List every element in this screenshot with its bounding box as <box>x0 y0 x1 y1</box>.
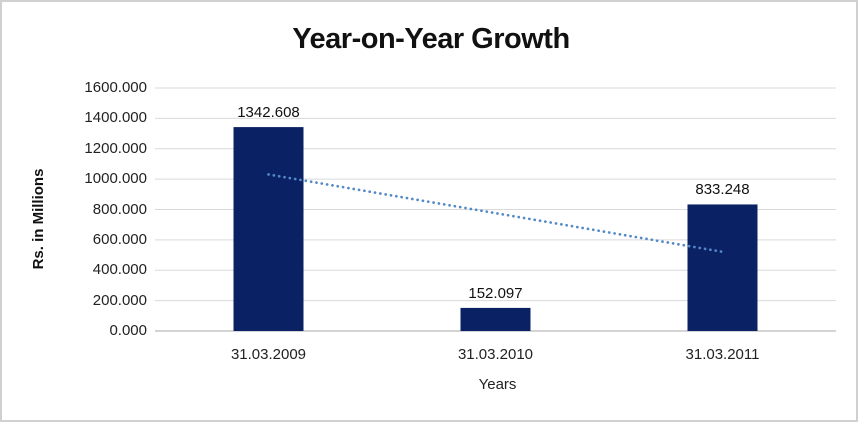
bar-value-label: 1342.608 <box>237 104 300 122</box>
y-tick-label: 600.000 <box>92 230 147 248</box>
y-tick-label: 1000.000 <box>84 170 147 188</box>
y-tick-label: 0.000 <box>109 322 147 339</box>
x-category-label: 31.03.2009 <box>230 346 307 363</box>
bar <box>460 307 531 331</box>
bar <box>687 204 758 331</box>
bar-value-label: 833.248 <box>695 181 750 199</box>
trendline <box>267 173 724 254</box>
x-category-label: 31.03.2011 <box>685 346 760 363</box>
x-axis-title: Years <box>478 376 517 393</box>
bar <box>233 127 304 332</box>
chart-title: Year-on-Year Growth <box>292 23 570 55</box>
y-tick-label: 1400.000 <box>84 109 147 127</box>
y-tick-label: 1600.000 <box>84 79 147 96</box>
y-tick-label: 400.000 <box>92 261 147 279</box>
y-tick-label: 1200.000 <box>84 139 147 157</box>
bar-value-label: 152.097 <box>468 284 523 302</box>
x-category-label: 31.03.2010 <box>457 346 534 363</box>
y-tick-label: 200.000 <box>92 291 147 309</box>
y-tick-label: 800.000 <box>92 200 147 218</box>
